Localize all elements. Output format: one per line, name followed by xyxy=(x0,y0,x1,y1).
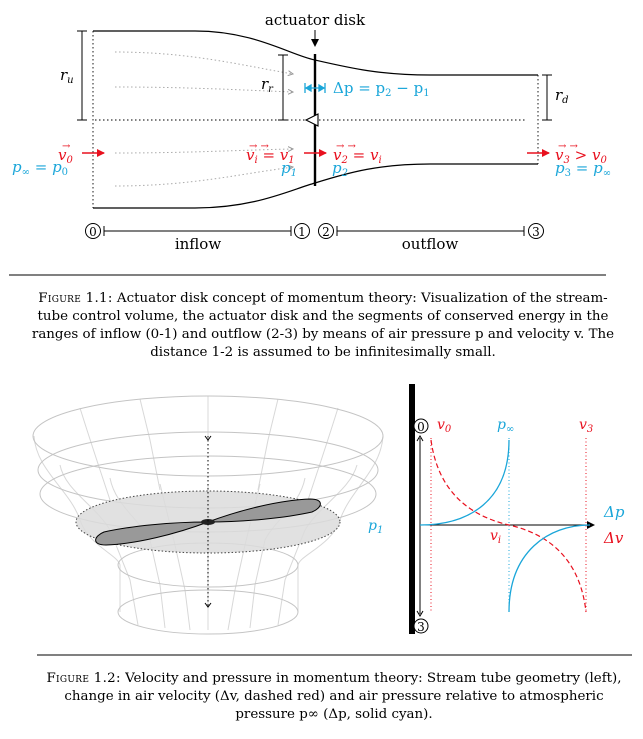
station-3-marker: 3 xyxy=(413,618,429,634)
axis-arrow-icon xyxy=(416,435,424,442)
label-ru: ru xyxy=(60,66,74,86)
rotor-hub xyxy=(201,519,215,525)
label-p3-pinf: p3 = p∞ xyxy=(555,159,611,179)
streamline xyxy=(114,86,293,92)
caption-2: Figure 1.2: Velocity and pressure in mom… xyxy=(36,670,632,724)
caption-2-label: Figure 1.2: xyxy=(46,671,121,686)
outflow-segment xyxy=(336,226,525,236)
delta-p-curve-upper xyxy=(419,439,510,526)
label-p1: p1 xyxy=(281,159,297,179)
label-pinf-p0: p∞ = p0 xyxy=(12,158,68,178)
figure-1-1: actuator disk ru rr rd xyxy=(12,11,611,253)
label-v3: v3 xyxy=(579,417,593,435)
axis-arrow-icon xyxy=(204,602,212,608)
rotor-blade xyxy=(207,498,321,523)
station-1: 1 xyxy=(294,223,310,239)
dimension-rr xyxy=(278,54,288,121)
label-v3-v0: v3 > v0 xyxy=(555,146,607,166)
svg-text:0: 0 xyxy=(417,420,425,434)
actuator-disk-bar xyxy=(409,384,415,634)
dimension-ru xyxy=(77,30,87,121)
axis-arrow-icon xyxy=(416,610,424,617)
label-v0: v0 xyxy=(58,146,73,166)
axis-arrow-icon xyxy=(204,435,212,441)
svg-text:2: 2 xyxy=(322,225,330,239)
vi-vec-mark: → → xyxy=(249,141,270,152)
label-delta-p: Δp xyxy=(603,503,625,521)
label-p2: p2 xyxy=(332,159,348,179)
station-2: 2 xyxy=(318,223,334,239)
label-v0: v0 xyxy=(437,417,452,435)
station-3: 3 xyxy=(528,223,544,239)
svg-text:0: 0 xyxy=(89,225,97,239)
hub-triangle-icon xyxy=(304,113,319,127)
svg-text:3: 3 xyxy=(417,620,425,634)
caption-1-label: Figure 1.1: xyxy=(38,291,113,306)
caption-1-text: Actuator disk concept of momentum theory… xyxy=(31,291,615,360)
label-delta-p: Δp = p2 − p1 xyxy=(333,79,430,99)
caption-1: Figure 1.1: Actuator disk concept of mom… xyxy=(28,290,618,362)
svg-text:1: 1 xyxy=(298,225,306,239)
delta-p-arrow xyxy=(304,83,326,93)
label-p1: p1 xyxy=(368,518,383,536)
v0-vec-mark: → xyxy=(62,141,71,152)
label-vi-v1: vi = v1 xyxy=(246,146,295,166)
rotor-blade xyxy=(95,521,209,546)
dimension-rd xyxy=(542,74,552,121)
streamline xyxy=(114,149,293,154)
label-delta-v: Δv xyxy=(603,529,624,547)
tube-ring-bottom xyxy=(117,589,299,635)
v2-vec-mark: → → xyxy=(336,141,357,152)
label-rd: rd xyxy=(555,86,569,106)
label-inflow: inflow xyxy=(175,235,221,253)
momentum-plot: 0 3 v0 p∞ v3 p1 vi Δp Δv xyxy=(368,384,625,634)
inflow-segment xyxy=(103,226,292,236)
label-rr: rr xyxy=(261,75,274,95)
v3-vec-mark: → → xyxy=(558,141,579,152)
label-outflow: outflow xyxy=(402,235,459,253)
delta-p-curve-lower xyxy=(508,524,591,613)
label-v2-vi: v2 = vi xyxy=(333,146,382,166)
caption-2-text: Velocity and pressure in momentum theory… xyxy=(64,671,622,722)
delta-v-curve xyxy=(430,439,587,613)
svg-text:3: 3 xyxy=(532,225,540,239)
label-pinf: p∞ xyxy=(497,417,514,435)
streamline xyxy=(114,167,293,187)
station-0-marker: 0 xyxy=(413,418,429,434)
label-vi: vi xyxy=(490,528,501,546)
actuator-disk-label: actuator disk xyxy=(265,11,366,29)
streamline xyxy=(114,51,293,74)
station-0: 0 xyxy=(85,223,101,239)
